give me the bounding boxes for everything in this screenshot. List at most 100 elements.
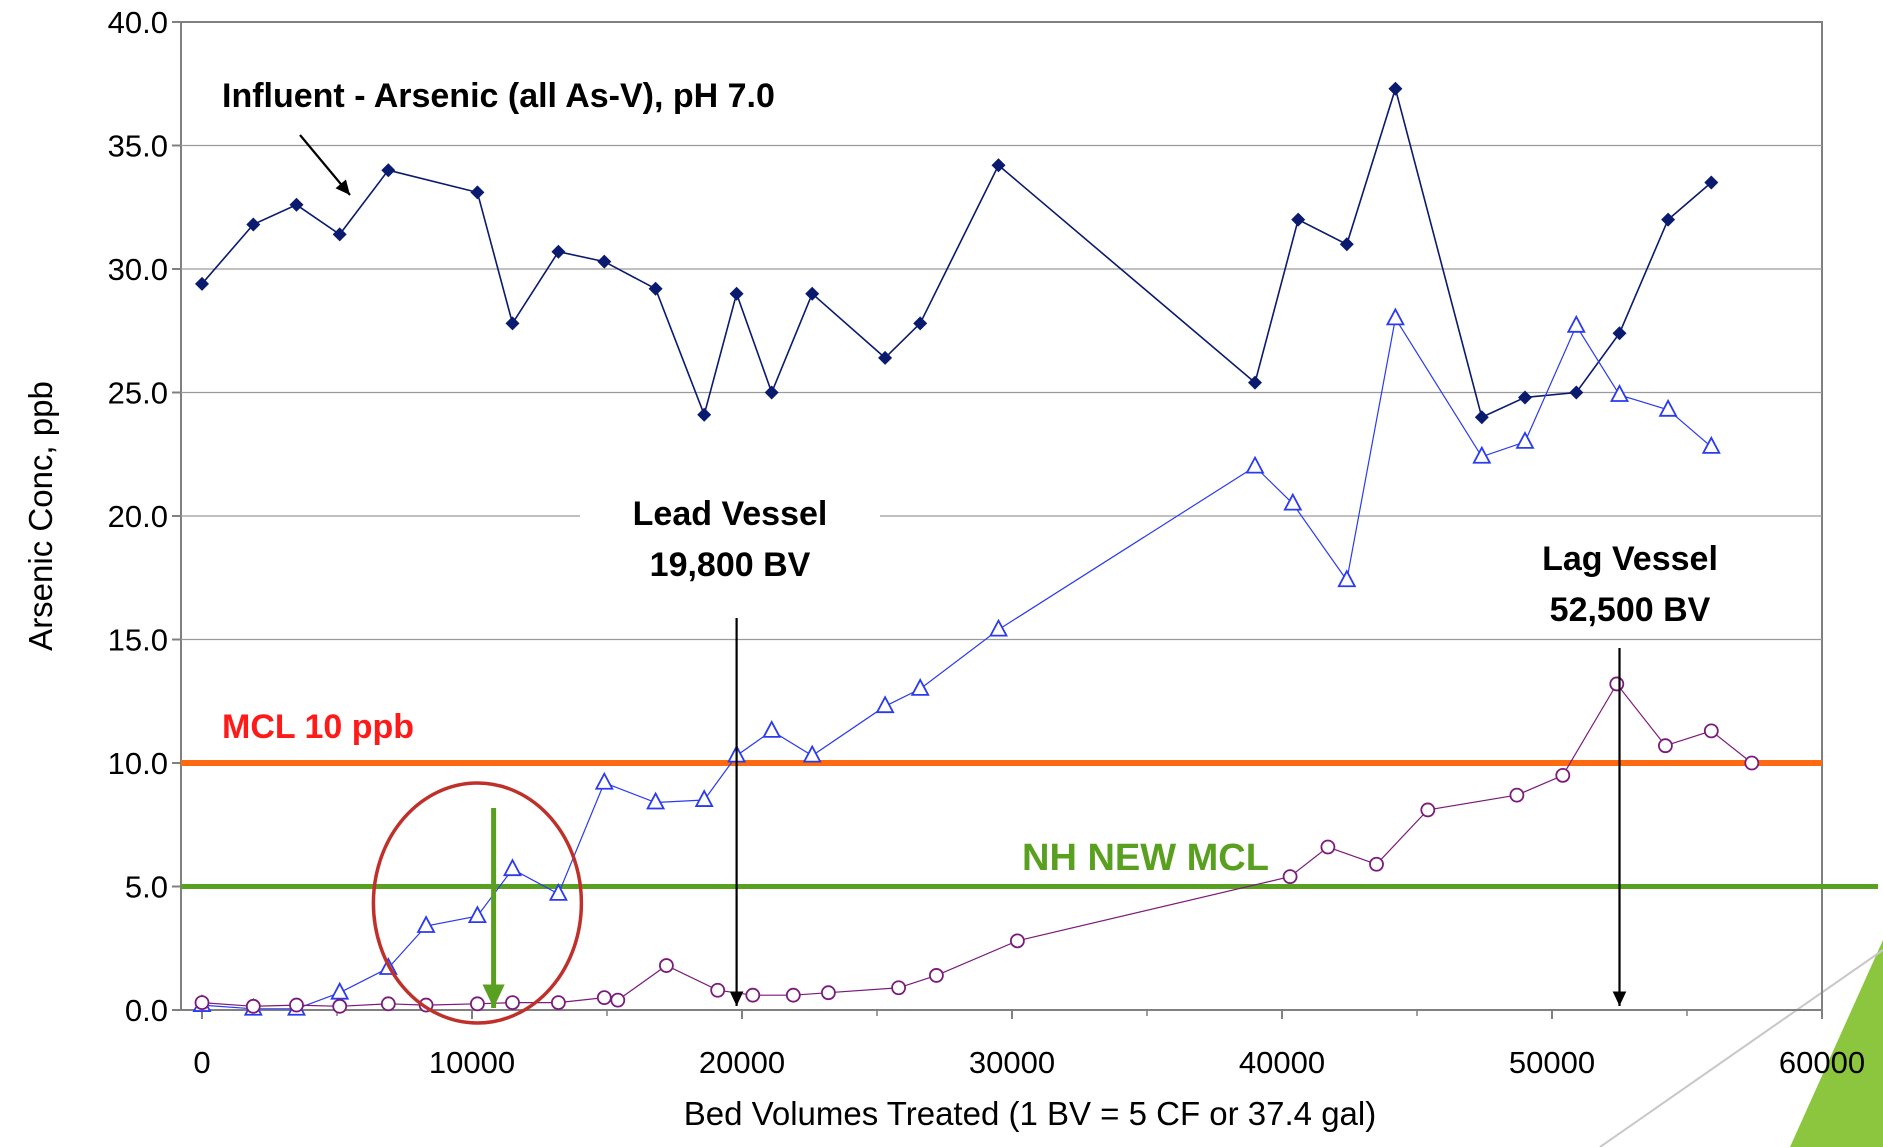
influent-data-point xyxy=(648,281,663,296)
lead-vessel-arrow-head xyxy=(729,991,744,1006)
lag-data-point xyxy=(1555,767,1571,783)
lead-data-point xyxy=(1658,398,1678,417)
influent-data-point xyxy=(505,316,520,331)
reference-lines xyxy=(181,760,1878,889)
lead-label-backdrop xyxy=(580,488,880,592)
axis-ticks: 0.0 5.0 10.0 15.0 20.0 25.0 30.0 35.0 40.0 0 10000… xyxy=(108,5,1865,1080)
influent-data-point xyxy=(1569,385,1584,400)
lead-data-point xyxy=(503,858,522,877)
influent-pointer-arrow-head xyxy=(335,179,350,195)
lead-data-point xyxy=(1610,384,1629,402)
lead-data-point xyxy=(910,677,930,696)
lead-data-point xyxy=(1472,445,1492,464)
lag-vessel-arrow-head xyxy=(1612,991,1627,1006)
lead-data-point xyxy=(1245,455,1265,474)
x-tick-label: 0 xyxy=(193,1045,210,1080)
influent-data-point xyxy=(470,185,485,200)
influent-data-point xyxy=(332,227,347,242)
lead-data-point xyxy=(1515,430,1535,449)
lead-data-point xyxy=(646,791,666,810)
lead-data-point xyxy=(1701,435,1721,454)
y-tick-label: 0.0 xyxy=(125,993,168,1028)
lag-data-point xyxy=(1320,839,1336,855)
lead-series-line xyxy=(201,316,1712,1010)
influent-label: Influent - Arsenic (all As-V), pH 7.0 xyxy=(222,77,775,115)
influent-data-point xyxy=(1339,237,1354,252)
y-tick-label: 30.0 xyxy=(108,252,168,287)
lag-data-point xyxy=(194,995,210,1010)
lead-data-point xyxy=(330,981,350,1000)
corner-decoration xyxy=(1790,940,1883,1147)
lead-data-point xyxy=(416,915,436,933)
lag-data-point xyxy=(332,998,348,1014)
lag-data-point xyxy=(380,996,396,1012)
lag-data-point xyxy=(821,985,836,1001)
grid-lines xyxy=(181,144,1822,888)
influent-data-point xyxy=(764,385,779,400)
x-tick-label: 10000 xyxy=(429,1045,515,1080)
influent-data-point xyxy=(1661,212,1676,227)
lag-data-point xyxy=(596,990,612,1006)
lead-data-point xyxy=(467,905,487,924)
lag-data-point xyxy=(1509,787,1525,803)
influent-data-point xyxy=(913,316,928,331)
y-tick-label: 20.0 xyxy=(108,499,168,534)
lag-data-point xyxy=(1282,869,1298,885)
x-tick-label: 30000 xyxy=(969,1045,1055,1080)
y-tick-label: 15.0 xyxy=(108,623,168,658)
lag-data-point xyxy=(610,992,626,1008)
lead-data-point xyxy=(694,789,714,807)
influent-data-point xyxy=(551,244,566,259)
lag-data-point xyxy=(1010,933,1025,949)
lead-data-point xyxy=(1283,492,1303,511)
lag-data-point xyxy=(1703,723,1719,739)
lag-data-point xyxy=(551,995,566,1010)
x-tick-label: 50000 xyxy=(1509,1045,1595,1080)
lead-data-point xyxy=(594,771,614,790)
influent-data-point xyxy=(1248,375,1262,390)
influent-data-point xyxy=(289,197,304,212)
lead-data-point xyxy=(1566,314,1586,333)
lag-data-point xyxy=(1744,755,1760,771)
x-tick-label: 20000 xyxy=(699,1045,785,1080)
lag-data-point xyxy=(1369,856,1384,872)
lag-series-line xyxy=(201,682,1753,1007)
influent-data-point xyxy=(381,163,396,178)
data-series xyxy=(192,81,1760,1016)
lead-data-point xyxy=(989,618,1008,637)
influent-data-point xyxy=(697,407,712,422)
annotations xyxy=(299,134,1627,1025)
influent-series-line xyxy=(201,85,1712,419)
lag-vessel-label: Lag Vessel xyxy=(1542,540,1718,578)
lead-data-point xyxy=(1385,307,1405,326)
x-tick-label: 60000 xyxy=(1779,1045,1865,1080)
lag-data-point xyxy=(469,996,485,1012)
influent-data-point xyxy=(729,286,744,301)
highlight-ellipse xyxy=(371,781,584,1025)
lag-data-point xyxy=(785,987,801,1003)
lag-vessel-bv: 52,500 BV xyxy=(1550,591,1711,629)
x-tick-label: 40000 xyxy=(1239,1045,1325,1080)
lead-data-point xyxy=(1337,569,1357,588)
lag-data-point xyxy=(1658,738,1673,754)
nh-new-mcl-label: NH NEW MCL xyxy=(1022,837,1269,879)
influent-data-point xyxy=(991,158,1006,173)
lag-data-point xyxy=(710,982,726,998)
influent-data-point xyxy=(1388,81,1403,96)
lag-data-point xyxy=(245,998,261,1014)
y-tick-label: 5.0 xyxy=(125,870,168,905)
y-axis-title: Arsenic Conc, ppb xyxy=(22,381,59,651)
lag-data-point xyxy=(891,980,906,996)
influent-data-point xyxy=(1704,175,1719,190)
lead-vessel-label: Lead Vessel xyxy=(633,495,828,533)
lead-data-point xyxy=(875,695,895,714)
y-tick-label: 10.0 xyxy=(108,746,168,781)
lag-data-point xyxy=(289,997,304,1013)
influent-data-point xyxy=(246,217,261,232)
influent-data-point xyxy=(597,254,612,269)
lag-data-point xyxy=(929,968,944,983)
y-tick-label: 35.0 xyxy=(108,129,168,164)
influent-data-point xyxy=(1291,212,1306,227)
influent-data-point xyxy=(195,276,209,291)
